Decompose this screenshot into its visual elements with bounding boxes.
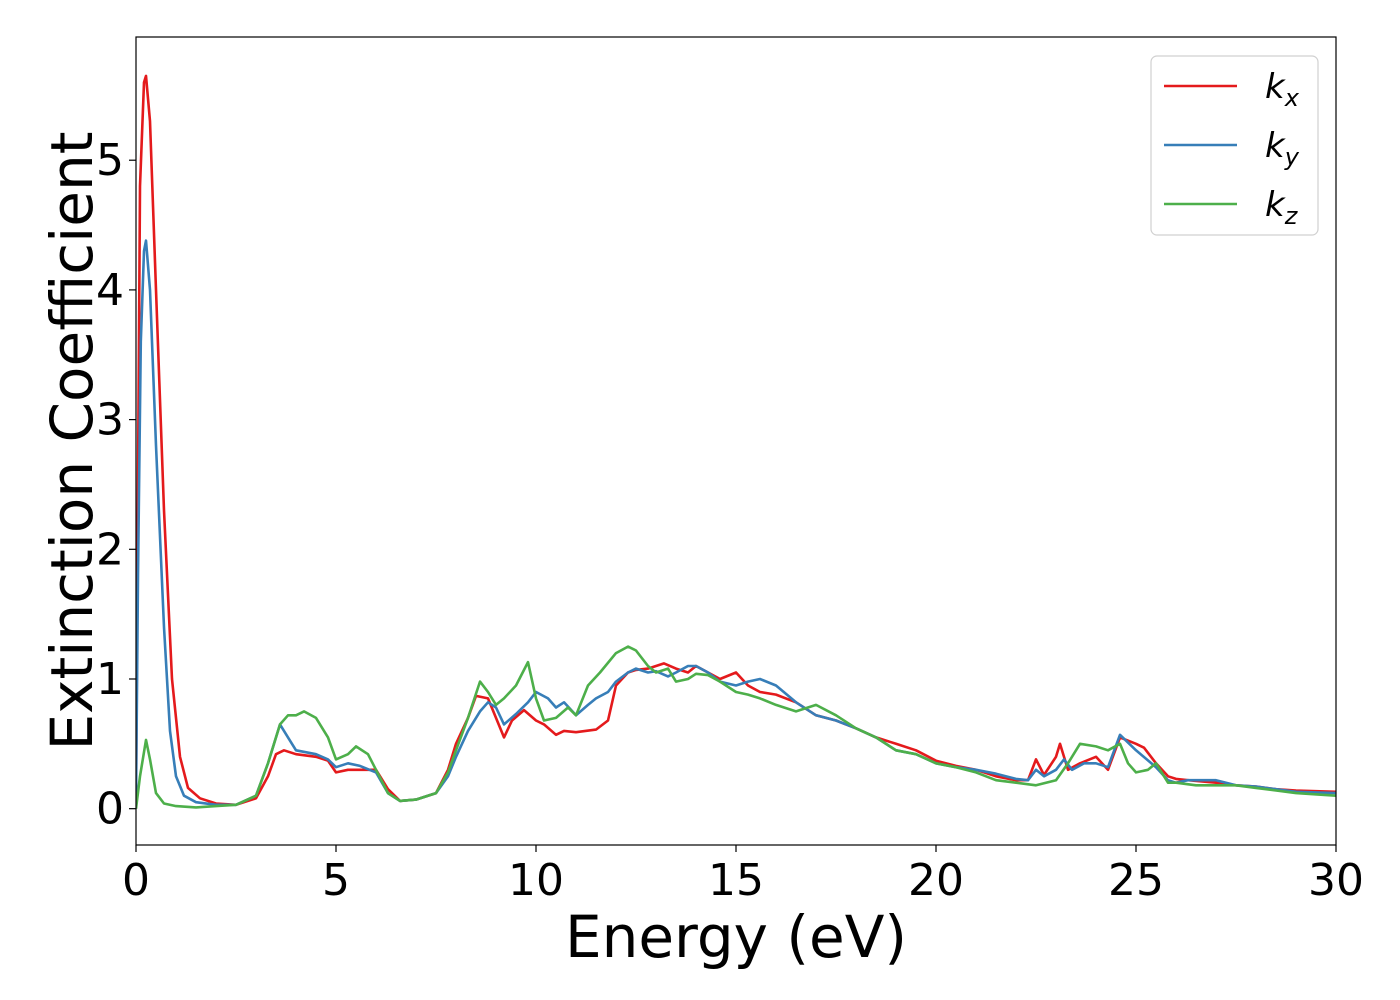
- y-tick-label: 4: [96, 265, 124, 316]
- x-axis-label: Energy (eV): [565, 903, 907, 971]
- x-tick-label: 30: [1308, 855, 1364, 906]
- legend: kx ky kz: [1150, 55, 1319, 236]
- x-tick-label: 10: [508, 855, 564, 906]
- x-tick-label: 5: [322, 855, 350, 906]
- legend-label-z: kz: [1265, 185, 1299, 230]
- y-tick-label: 0: [96, 784, 124, 835]
- series-line-z: [136, 645, 1336, 809]
- legend-label-y: ky: [1265, 126, 1300, 171]
- y-axis-label: Extinction Coefficient: [38, 132, 106, 751]
- y-tick-label: 5: [96, 135, 124, 186]
- series-layer: [136, 74, 1336, 809]
- y-tick-label: 3: [96, 395, 124, 446]
- y-tick-label: 1: [96, 654, 124, 705]
- x-tick-label: 25: [1108, 855, 1164, 906]
- x-ticks: 0 5 10 15 20 25 30: [122, 845, 1364, 906]
- x-tick-label: 0: [122, 855, 150, 906]
- y-tick-label: 2: [96, 524, 124, 575]
- x-tick-label: 20: [908, 855, 964, 906]
- legend-label-x: kx: [1265, 67, 1300, 112]
- y-ticks: 0 1 2 3 4 5: [96, 135, 136, 835]
- x-tick-label: 15: [708, 855, 764, 906]
